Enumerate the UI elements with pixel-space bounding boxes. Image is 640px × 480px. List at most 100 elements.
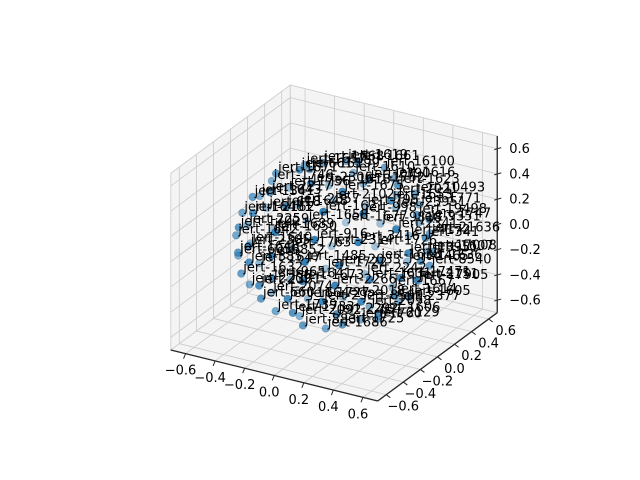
point-label: jert-1727 — [309, 286, 370, 301]
scatter-point — [391, 203, 401, 212]
point-label: jert-8540 — [431, 253, 492, 268]
point-label: jert-2292 — [338, 301, 399, 316]
z-tick-label: −0.2 — [509, 243, 541, 258]
point-label: jert-2377 — [399, 289, 460, 304]
scatter-point — [285, 244, 294, 253]
x-tick — [360, 397, 364, 403]
scatter-point — [341, 218, 351, 227]
point-label: jert-9818 — [381, 211, 442, 226]
point-label: jert-618 — [268, 195, 321, 210]
scatter-point — [365, 302, 374, 312]
scatter-point — [335, 261, 344, 270]
point-label: jert-1686 — [327, 316, 388, 331]
point-label: jert-17008 — [428, 239, 497, 254]
point-label: jert-1671 — [277, 161, 338, 176]
scatter-point — [393, 181, 403, 190]
scatter-point — [391, 291, 400, 300]
y-tick-label: 0.2 — [461, 349, 482, 364]
scatter-point — [237, 269, 246, 278]
y-tick — [437, 356, 442, 361]
scatter-point — [330, 281, 340, 290]
scatter-point — [380, 163, 389, 172]
y-tick-label: −0.6 — [387, 400, 419, 415]
point-label: jert-16461 — [243, 200, 312, 215]
scatter-point — [288, 308, 297, 317]
point-label: jert-8560 — [362, 289, 423, 304]
point-label: jert-1736 — [290, 175, 351, 190]
x-tick — [301, 382, 305, 388]
scatter-point — [364, 175, 373, 184]
point-label: jert-2018 — [344, 284, 405, 299]
point-label: jert-1607 — [433, 239, 494, 254]
scatter-point — [404, 249, 413, 258]
scatter-point — [394, 298, 403, 307]
scatter-point — [357, 297, 366, 306]
scatter-point — [376, 219, 385, 228]
scatter-point — [321, 324, 330, 333]
point-label: jert-1673 — [304, 268, 365, 283]
z-tick-label: −0.4 — [509, 268, 541, 283]
scatter-point — [282, 202, 291, 211]
grid-line — [170, 173, 291, 262]
x-tick — [212, 360, 216, 367]
scatter-point — [303, 294, 312, 303]
tick-labels: −0.6−0.4−0.2 0.0 0.2 0.4 0.6−0.6−0.4−0.20.00… — [165, 142, 541, 422]
z-tick — [494, 298, 502, 302]
z-tick-label: 0.6 — [509, 142, 530, 157]
point-label: jert-1638 — [380, 248, 441, 263]
scatter-point — [402, 257, 412, 266]
grid-line — [170, 122, 291, 212]
point-label: jert-13951 — [409, 240, 478, 255]
point-label: jert-1702 — [240, 215, 301, 230]
x-tick-label: 0.2 — [288, 393, 309, 408]
point-label: jert-1641 — [291, 267, 352, 282]
point-label: jert-4172 — [410, 223, 471, 238]
point-label: jert-1642 — [237, 222, 298, 237]
scatter-point — [267, 288, 276, 297]
scatter-point — [371, 242, 380, 251]
scatter-point — [396, 273, 405, 283]
z-tick — [494, 273, 502, 277]
point-label: jert-1675 — [344, 179, 405, 194]
y-tick — [403, 381, 408, 386]
point-label: jert-6056 — [239, 243, 300, 258]
y-tick — [420, 369, 425, 373]
scatter-point — [354, 238, 363, 247]
scatter-point — [416, 256, 425, 266]
scatter-point — [404, 231, 413, 240]
point-label: jert-1664 — [289, 286, 350, 301]
scatter-point — [374, 309, 383, 318]
point-label: jert-2151 — [418, 267, 479, 282]
point-label: jert-1650 — [276, 219, 337, 234]
point-label: jert-1725 — [343, 312, 404, 327]
point-label: jert-1648 — [287, 194, 348, 209]
point-label: jert-916 — [316, 227, 369, 242]
point-label: jert-883 — [304, 312, 357, 327]
point-label: jert-1689 — [274, 217, 335, 232]
point-label: jert-2129 — [379, 306, 440, 321]
x-tick-label: 0.6 — [348, 407, 369, 422]
scatter-point — [248, 208, 258, 217]
x-tick — [330, 389, 334, 396]
scatter-point — [271, 228, 280, 237]
point-label: jert-2361 — [260, 273, 321, 288]
scatter-point — [271, 307, 280, 316]
z-tick-label: 0.0 — [509, 218, 530, 233]
scatter-point — [248, 192, 257, 201]
scatter-point — [361, 202, 370, 211]
point-label: jert-385 — [250, 250, 303, 265]
point-label: jert-16100 — [386, 155, 455, 170]
point-label: jert-1631 — [371, 267, 432, 282]
scatter-point — [338, 320, 347, 329]
point-label: jert-2923 — [323, 289, 384, 304]
point-label: jert-1653 — [392, 188, 453, 203]
scatter-point — [238, 208, 247, 217]
point-label: jert-341 — [427, 225, 480, 240]
point-label: jert-1636 — [422, 248, 483, 263]
scatter-point — [359, 179, 368, 188]
point-label: jert-1739 — [277, 298, 338, 313]
scatter-point — [263, 204, 272, 213]
scatter-point — [321, 264, 330, 273]
point-label: jert-2266 — [336, 273, 397, 288]
